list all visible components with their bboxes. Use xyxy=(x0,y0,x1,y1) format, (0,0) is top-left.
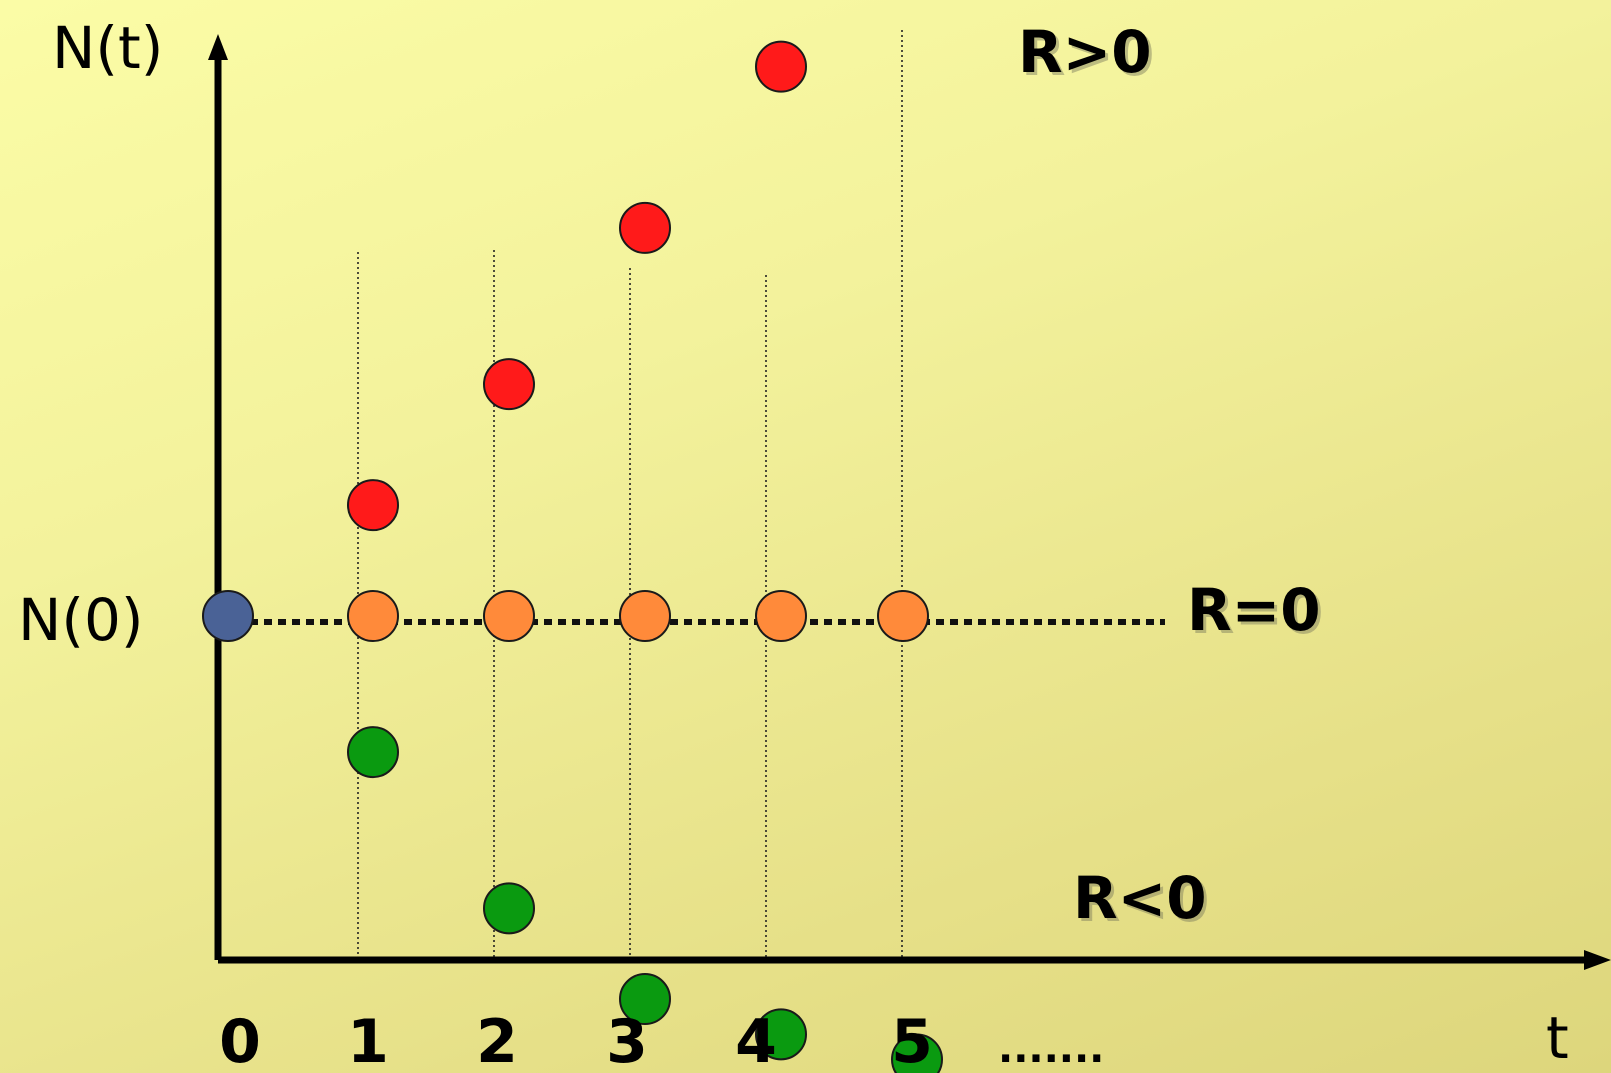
stable-point-t1 xyxy=(347,590,399,642)
growth-point-t1 xyxy=(347,479,399,532)
y-axis-arrow xyxy=(208,34,228,60)
stable-label: R=0 xyxy=(1187,576,1321,644)
decline-point-t2 xyxy=(483,882,535,935)
data-points xyxy=(202,40,943,1073)
stable-point-t4 xyxy=(755,590,807,642)
decline-point-t4 xyxy=(755,1008,807,1061)
x-tick-5: 5 xyxy=(891,1007,933,1073)
stable-point-t2 xyxy=(483,590,535,642)
y-axis-title: N(t) xyxy=(52,14,163,82)
x-tick-1: 1 xyxy=(347,1007,389,1073)
x-tick-0: 0 xyxy=(219,1007,261,1073)
stable-point-t5 xyxy=(877,590,929,642)
decline-point-t1 xyxy=(347,726,399,779)
x-tick-labels: 0 1 2 3 4 5 xyxy=(219,1007,933,1073)
initial-point xyxy=(202,590,254,642)
time-guide-lines xyxy=(357,30,903,958)
growth-point-t4 xyxy=(755,40,807,93)
decline-point-t3 xyxy=(619,973,671,1026)
decline-label: R<0 xyxy=(1073,864,1207,932)
x-axis-title: t xyxy=(1546,1004,1569,1072)
x-tick-3: 3 xyxy=(606,1007,648,1073)
baseline-label: N(0) xyxy=(18,586,144,654)
decline-point-t5 xyxy=(891,1033,943,1073)
growth-label: R>0 xyxy=(1018,18,1152,86)
x-axis-arrow xyxy=(1584,950,1611,970)
x-tick-4: 4 xyxy=(735,1007,777,1073)
x-ellipsis: ....... xyxy=(998,1026,1104,1072)
growth-point-t3 xyxy=(619,201,671,254)
growth-point-t2 xyxy=(483,358,535,411)
x-tick-2: 2 xyxy=(476,1007,518,1073)
stable-point-t3 xyxy=(619,590,671,642)
